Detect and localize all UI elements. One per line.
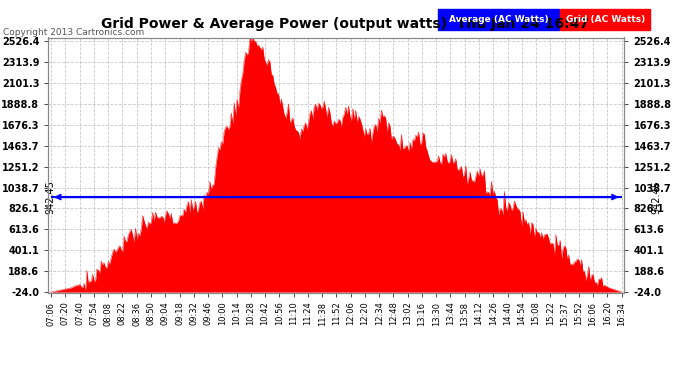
Text: Grid Power & Average Power (output watts)  Thu Jan 24 16:47: Grid Power & Average Power (output watts… — [101, 17, 589, 31]
Text: Copyright 2013 Cartronics.com: Copyright 2013 Cartronics.com — [3, 28, 145, 37]
Text: 942.45: 942.45 — [651, 180, 661, 214]
Text: Grid (AC Watts): Grid (AC Watts) — [566, 15, 644, 24]
Text: 942.45: 942.45 — [46, 180, 55, 214]
Text: Average (AC Watts): Average (AC Watts) — [448, 15, 549, 24]
